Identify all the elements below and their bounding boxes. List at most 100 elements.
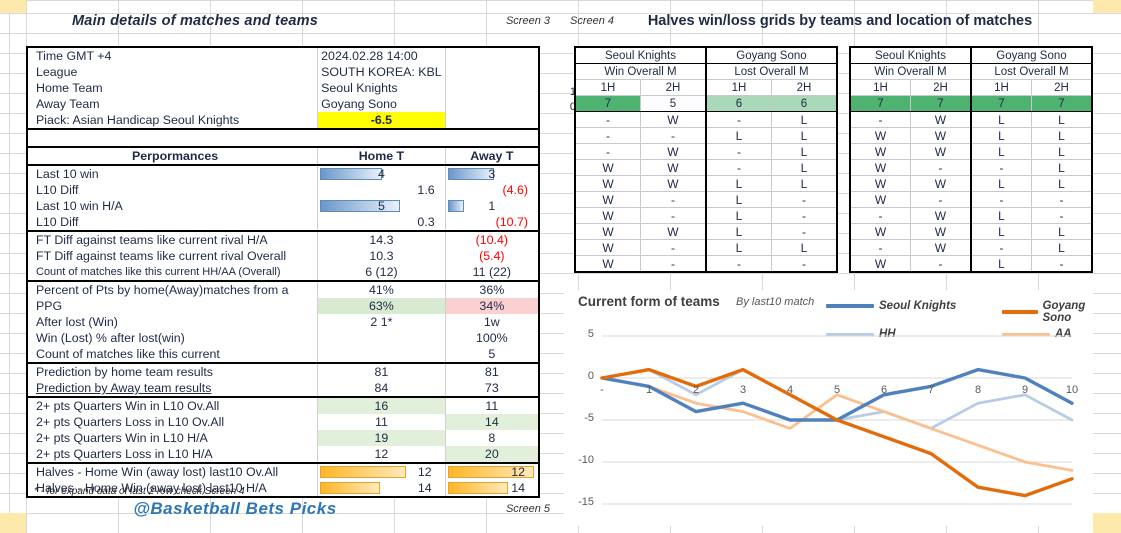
table-row: FT Diff against teams like current rival… bbox=[26, 248, 540, 264]
grid-result-cell: L bbox=[1030, 111, 1093, 128]
grid-result-cell: L bbox=[770, 111, 838, 128]
grid-result-cell: L bbox=[704, 191, 772, 208]
table-row: Away Team Goyang Sono bbox=[26, 96, 540, 112]
table-row: PPG 63% 34% bbox=[26, 298, 540, 314]
sheet-corner-tr bbox=[1093, 0, 1121, 13]
match-row-extra bbox=[444, 96, 540, 112]
match-row-extra bbox=[444, 80, 540, 96]
grid-row-label-0: 0 bbox=[569, 101, 576, 113]
grid-row: Seoul Knights Goyang Sono bbox=[849, 46, 1093, 64]
grid-team-1: Seoul Knights bbox=[574, 46, 707, 64]
perf-row-label: Halves - Home Win (away lost) last10 Ov.… bbox=[26, 462, 319, 480]
grid-result-cell: - bbox=[1030, 191, 1093, 208]
perf-row-away: 11 (22) bbox=[444, 264, 540, 282]
chart-x-tick: 8 bbox=[974, 384, 982, 396]
perf-row-home bbox=[317, 346, 446, 364]
grid-row: W-L- bbox=[574, 207, 838, 224]
sheet-corner-bl bbox=[0, 513, 26, 533]
grid-result-cell: - bbox=[849, 239, 911, 256]
grid-result-cell: W bbox=[849, 191, 911, 208]
grid-result-cell: W bbox=[909, 127, 972, 144]
grid-row: W--L bbox=[849, 159, 1093, 176]
grid-result-cell: L bbox=[1030, 143, 1093, 160]
grid-total-cell: 6 bbox=[770, 95, 838, 112]
grid-result-cell: W bbox=[639, 159, 707, 176]
perf-row-label: FT Diff against teams like current rival… bbox=[26, 248, 319, 264]
table-row: Percent of Pts by home(Away)matches from… bbox=[26, 281, 540, 298]
grid-result-cell: - bbox=[639, 239, 707, 256]
perf-row-home: 11 bbox=[317, 414, 446, 430]
perf-row-away: 81 bbox=[444, 363, 540, 380]
table-header-row: Perpormances Home T Away T bbox=[26, 146, 540, 166]
chart-x-tick: 7 bbox=[927, 384, 935, 396]
grid-result-cell: - bbox=[849, 111, 911, 128]
match-row-label: League bbox=[26, 64, 319, 80]
chart-title: Current form of teams bbox=[578, 294, 720, 309]
grid-half-header: 2H bbox=[909, 79, 972, 96]
grid-result-cell: L bbox=[704, 207, 772, 224]
grid-result-cell: - bbox=[770, 207, 838, 224]
screen-tag-footer: Screen 5 bbox=[505, 503, 550, 515]
perf-row-label: After lost (Win) bbox=[26, 314, 319, 330]
grid-result-cell: L bbox=[770, 175, 838, 192]
grid-result-cell: L bbox=[969, 255, 1032, 273]
chart-y-tick: 5 bbox=[587, 328, 594, 340]
grid-result-cell: W bbox=[849, 127, 911, 144]
perf-row-away: 36% bbox=[444, 281, 540, 298]
grid-team-1: Seoul Knights bbox=[849, 46, 972, 64]
perf-row-away: 34% bbox=[444, 298, 540, 314]
grid-result-cell: W bbox=[574, 255, 641, 273]
grid-result-cell: W bbox=[909, 223, 972, 240]
grid-result-cell: W bbox=[909, 207, 972, 224]
perf-row-label: Count of matches like this current HH/AA… bbox=[26, 264, 319, 282]
grid-result-cell: L bbox=[1030, 239, 1093, 256]
grid-result-cell: W bbox=[574, 175, 641, 192]
perf-row-away: (4.6) bbox=[444, 182, 540, 198]
table-row: Count of matches like this current HH/AA… bbox=[26, 264, 540, 282]
legend-label: HH bbox=[879, 328, 896, 340]
legend-label: Goyang Sono bbox=[1042, 300, 1086, 324]
perf-row-home: 41% bbox=[317, 281, 446, 298]
chart-x-tick: - bbox=[600, 384, 604, 396]
perf-row-label: 2+ pts Quarters Loss in L10 Ov.All bbox=[26, 414, 319, 430]
perf-row-away: 20 bbox=[444, 446, 540, 464]
grid-result-cell: - bbox=[1030, 255, 1093, 273]
grid-result-cell: - bbox=[969, 159, 1032, 176]
grid-row: Seoul Knights Goyang Sono bbox=[574, 46, 838, 64]
table-row: Halves - Home Win (away lost) last10 Ov.… bbox=[26, 462, 540, 480]
grid-result-cell: - bbox=[574, 143, 641, 160]
match-row-extra bbox=[444, 112, 540, 130]
grid-result-cell: L bbox=[969, 111, 1032, 128]
brand-label: @Basketball Bets Picks bbox=[133, 499, 337, 518]
grid-half-header: 1H bbox=[849, 79, 911, 96]
match-row-value: Goyang Sono bbox=[317, 96, 446, 112]
perf-row-home: 12 bbox=[317, 446, 446, 464]
chart-subtitle: By last10 match bbox=[736, 296, 815, 308]
grid-result-cell: L bbox=[969, 207, 1032, 224]
grid-result-cell: L bbox=[770, 159, 838, 176]
grid-result-cell: - bbox=[909, 159, 972, 176]
match-row-value: Seoul Knights bbox=[317, 80, 446, 96]
grid-half-header: 1H bbox=[574, 79, 641, 96]
match-row-extra bbox=[444, 64, 540, 80]
sheet-corner-br bbox=[1093, 513, 1121, 533]
table-row: 2+ pts Quarters Win in L10 Ov.All 16 11 bbox=[26, 397, 540, 414]
grid-result-cell: L bbox=[1030, 127, 1093, 144]
grid-row: -W-L bbox=[574, 111, 838, 128]
grid-result-cell: - bbox=[639, 127, 707, 144]
grid-result-cell: L bbox=[704, 175, 772, 192]
perf-row-label: PPG bbox=[26, 298, 319, 314]
page-title-right: Halves win/loss grids by teams and locat… bbox=[647, 13, 1033, 29]
grid-row: 1H 2H 1H 2H bbox=[849, 79, 1093, 96]
match-row-value: -6.5 bbox=[317, 112, 446, 130]
grid-result-cell: L bbox=[770, 239, 838, 256]
grid-result-cell: W bbox=[909, 175, 972, 192]
match-row-extra bbox=[444, 47, 540, 64]
current-form-chart: Current form of teams By last10 match Se… bbox=[564, 290, 1093, 526]
